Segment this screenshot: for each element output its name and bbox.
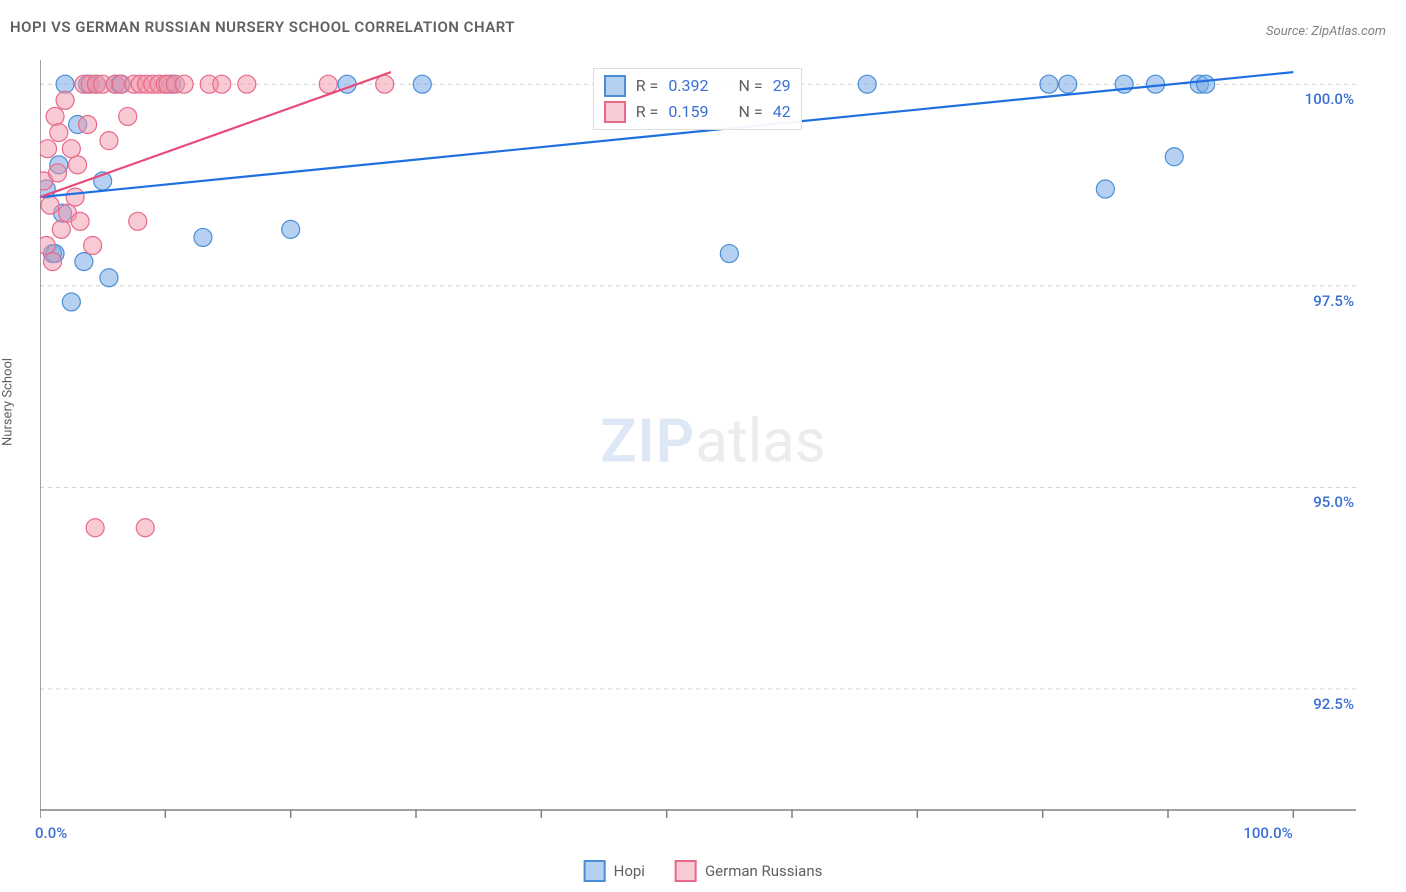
legend-box: R = 0.392 N = 29 R = 0.159 N = 42 xyxy=(593,68,802,130)
legend-row: R = 0.159 N = 42 xyxy=(604,101,791,123)
bottom-legend-item: Hopi xyxy=(584,860,645,882)
legend-n-value: 42 xyxy=(773,102,791,121)
x-tick-label: 0.0% xyxy=(35,824,67,842)
y-tick-label: 100.0% xyxy=(1305,90,1354,108)
x-tick-label: 100.0% xyxy=(1243,824,1292,842)
chart-area: ZIPatlas R =0.392N =29R =0.159N =42 92.5… xyxy=(40,50,1386,832)
y-tick-label: 92.5% xyxy=(1313,695,1354,713)
legend-row: R = 0.392 N = 29 xyxy=(604,75,791,97)
y-tick-label: 95.0% xyxy=(1313,493,1354,511)
bottom-legend-item: German Russians xyxy=(675,860,822,882)
legend-r-label: R = xyxy=(636,102,659,121)
legend-r-value: 0.159 xyxy=(668,102,708,121)
legend-n-label: N = xyxy=(739,102,763,121)
source-label: Source: ZipAtlas.com xyxy=(1266,24,1386,39)
bottom-legend: Hopi German Russians xyxy=(584,860,823,882)
legend-swatch xyxy=(604,75,626,97)
bottom-legend-label: German Russians xyxy=(705,862,822,880)
legend-swatch xyxy=(675,860,697,882)
legend-r-label: R = xyxy=(636,76,659,95)
scatter-chart xyxy=(40,50,1386,832)
legend-swatch xyxy=(584,860,606,882)
legend-n-label: N = xyxy=(739,76,763,95)
bottom-legend-label: Hopi xyxy=(614,862,645,880)
legend-swatch xyxy=(604,101,626,123)
y-axis-label: Nursery School xyxy=(1,358,16,446)
y-tick-label: 97.5% xyxy=(1313,292,1354,310)
legend-r-value: 0.392 xyxy=(668,76,708,95)
chart-title: HOPI VS GERMAN RUSSIAN NURSERY SCHOOL CO… xyxy=(10,18,515,36)
legend-n-value: 29 xyxy=(773,76,791,95)
